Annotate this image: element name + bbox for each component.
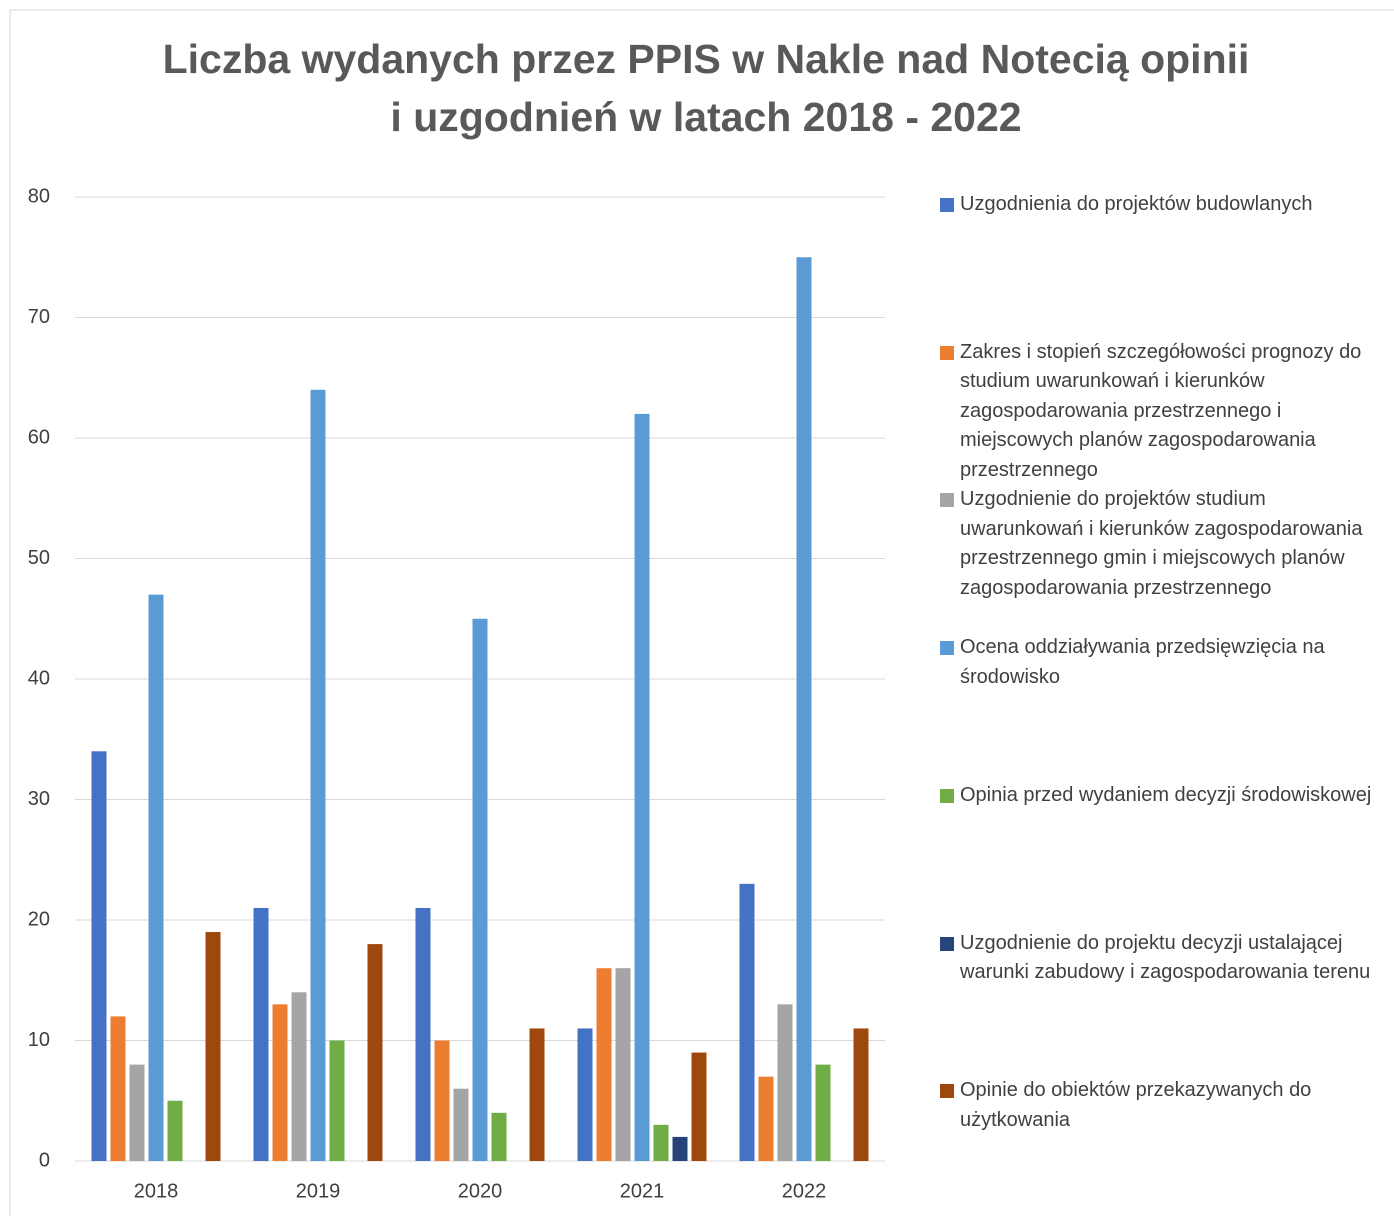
bar — [596, 968, 612, 1161]
legend-item: Opinia przed wydaniem decyzji środowisko… — [940, 781, 1390, 811]
bar — [615, 968, 631, 1161]
y-tick-label: 80 — [28, 185, 50, 207]
bar — [91, 751, 107, 1161]
legend-swatch — [940, 788, 954, 803]
legend-label: Zakres i stopień szczegółowości prognozy… — [960, 340, 1362, 481]
bar — [129, 1064, 145, 1161]
x-tick-label: 2019 — [296, 1180, 341, 1202]
bar — [634, 413, 650, 1161]
y-tick-label: 0 — [39, 1149, 50, 1171]
legend-label: Ocena oddziaływania przedsięwzięcia na ś… — [960, 636, 1325, 688]
x-tick-label: 2021 — [620, 1180, 665, 1202]
bar — [672, 1136, 688, 1161]
bar — [367, 944, 383, 1161]
bar — [758, 1076, 774, 1161]
bar — [110, 1016, 126, 1161]
bar — [739, 883, 755, 1161]
legend-swatch — [940, 493, 954, 508]
legend-item: Uzgodnienie do projektu decyzji ustalają… — [940, 929, 1390, 988]
y-tick-label: 70 — [28, 306, 50, 328]
legend-label: Opinia przed wydaniem decyzji środowisko… — [960, 783, 1372, 806]
x-tick-label: 2020 — [458, 1180, 503, 1202]
bar — [329, 1040, 345, 1161]
bar — [691, 1052, 707, 1161]
bar — [796, 257, 812, 1161]
legend-item: Zakres i stopień szczegółowości prognozy… — [940, 338, 1390, 486]
bar — [291, 992, 307, 1161]
y-tick-label: 20 — [28, 908, 50, 930]
bar — [253, 907, 269, 1161]
y-tick-label: 50 — [28, 547, 50, 569]
bar — [272, 1004, 288, 1161]
bar — [415, 907, 431, 1161]
chart-border — [9, 9, 1394, 1216]
legend-swatch — [940, 641, 954, 656]
bar — [815, 1064, 831, 1161]
legend-item: Uzgodnienie do projektów studium uwarunk… — [940, 485, 1390, 603]
legend-item: Opinie do obiektów przekazywanych do uży… — [940, 1076, 1390, 1135]
bar — [777, 1004, 793, 1161]
legend-label: Uzgodnienie do projektów studium uwarunk… — [960, 488, 1363, 599]
bar — [310, 389, 326, 1161]
y-tick-label: 10 — [28, 1029, 50, 1051]
y-tick-label: 40 — [28, 667, 50, 689]
bar — [653, 1124, 669, 1161]
legend-swatch — [940, 936, 954, 951]
bar — [529, 1028, 545, 1161]
x-tick-label: 2022 — [782, 1180, 827, 1202]
y-tick-label: 60 — [28, 426, 50, 448]
bar — [205, 932, 221, 1161]
legend-item: Uzgodnienia do projektów budowlanych — [940, 190, 1390, 220]
legend-label: Uzgodnienia do projektów budowlanych — [960, 193, 1313, 215]
legend-label: Uzgodnienie do projektu decyzji ustalają… — [960, 931, 1371, 984]
y-tick-label: 30 — [28, 788, 50, 810]
bar — [453, 1088, 469, 1161]
bar — [167, 1100, 183, 1161]
bar — [853, 1028, 869, 1161]
bar — [491, 1112, 507, 1161]
legend-swatch — [940, 345, 954, 360]
bar — [577, 1028, 593, 1161]
bar — [472, 618, 488, 1161]
bar — [148, 594, 164, 1161]
legend-item: Ocena oddziaływania przedsięwzięcia na ś… — [940, 633, 1390, 692]
legend-label: Opinie do obiektów przekazywanych do uży… — [960, 1079, 1312, 1131]
legend-swatch — [940, 1084, 954, 1099]
x-tick-label: 2018 — [134, 1180, 179, 1202]
chart-title: i uzgodnień w latach 2018 - 2022 — [390, 94, 1021, 140]
bar — [434, 1040, 450, 1161]
chart-title: Liczba wydanych przez PPIS w Nakle nad N… — [163, 36, 1250, 82]
legend-swatch — [940, 198, 954, 212]
